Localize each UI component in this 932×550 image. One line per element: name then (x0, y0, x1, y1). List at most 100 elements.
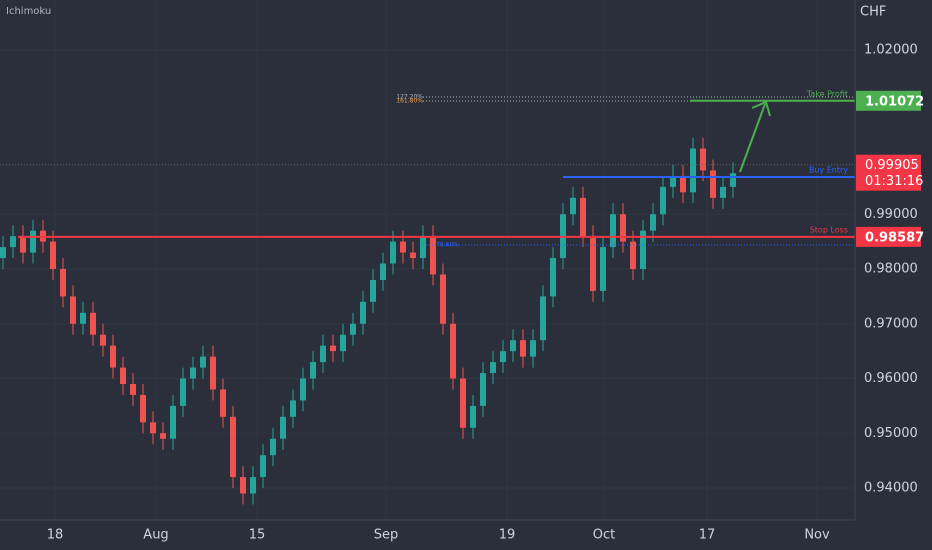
candle-body (60, 269, 66, 297)
x-tick-label: 15 (249, 528, 266, 543)
candle-body (300, 378, 306, 401)
fib-label: 127.20% (396, 93, 423, 100)
candle-body (710, 170, 716, 198)
candle-body (250, 477, 256, 494)
candle-body (170, 405, 176, 439)
y-tick-label: 0.96000 (864, 371, 918, 386)
candles (0, 137, 736, 505)
candle-body (110, 345, 116, 368)
candle-body (160, 433, 166, 439)
candle-body (130, 383, 136, 395)
candle-body (450, 323, 456, 379)
candle-body (600, 247, 606, 291)
candle-body (360, 301, 366, 324)
candle-body (50, 241, 56, 270)
candle-body (370, 279, 376, 302)
candle-body (650, 214, 656, 231)
candle-body (490, 362, 496, 374)
candle-body (80, 312, 86, 324)
candle-body (190, 367, 196, 379)
candle-body (430, 236, 436, 275)
levels: 127.20%161.80% 78.60% Take Profit Buy Entry… (0, 89, 855, 249)
candle-body (390, 241, 396, 264)
candle-body (220, 389, 226, 417)
candle-body (640, 230, 646, 270)
candle-body (290, 400, 296, 417)
candle-body (350, 323, 356, 335)
candle-body (150, 422, 156, 434)
x-tick-label: Sep (374, 528, 399, 543)
x-tick-label: 19 (499, 528, 516, 543)
countdown-label: 01:31:16 (865, 174, 923, 189)
candle-body (90, 312, 96, 335)
candle-body (280, 416, 286, 439)
y-tick-label: 0.99000 (864, 207, 918, 222)
candle-body (270, 438, 276, 456)
candle-body (630, 241, 636, 270)
candle-body (380, 263, 386, 280)
candle-body (260, 455, 266, 478)
level-label: Buy Entry (809, 166, 848, 175)
candle-body (700, 148, 706, 171)
candle-body (120, 367, 126, 384)
price-tag-label: 1.01072 (865, 94, 924, 109)
candle-body (70, 296, 76, 324)
fib-label: 161.80% (396, 98, 423, 105)
indicator-label: Ichimoku (6, 6, 51, 17)
price-axis: 1.02000 0.99000 0.98000 0.97000 0.96000 0.950… (856, 42, 924, 496)
candle-body (730, 173, 736, 187)
candle-body (720, 186, 726, 198)
candle-body (520, 340, 526, 357)
candle-body (660, 186, 666, 215)
current-price-label: 0.99905 (865, 158, 919, 173)
y-tick-label: 0.98000 (864, 262, 918, 277)
level-label: Stop Loss (810, 225, 848, 234)
candle-body (340, 334, 346, 352)
candle-body (690, 148, 696, 193)
candle-body (500, 351, 506, 363)
candle-body (440, 274, 446, 324)
candle-body (0, 247, 6, 259)
candle-body (550, 258, 556, 297)
candle-body (100, 334, 106, 346)
candle-body (540, 296, 546, 341)
candle-body (200, 356, 206, 368)
candle-body (320, 345, 326, 363)
candle-body (230, 416, 236, 478)
candle-body (240, 477, 246, 494)
candle-body (610, 214, 616, 248)
current-price-tag (856, 154, 921, 191)
candle-body (180, 378, 186, 406)
candle-body (310, 362, 316, 379)
candle-body (580, 197, 586, 237)
candle-body (620, 214, 626, 242)
candle-body (330, 345, 336, 352)
x-tick-label: Nov (804, 528, 830, 543)
price-tag (856, 90, 921, 111)
candle-body (590, 236, 596, 291)
y-tick-label: 0.95000 (864, 426, 918, 441)
x-tick-label: 18 (47, 528, 64, 543)
candle-body (570, 197, 576, 215)
x-tick-label: 17 (699, 528, 716, 543)
candle-body (510, 340, 516, 352)
candle-body (470, 405, 476, 428)
y-tick-label: 1.02000 (864, 42, 918, 57)
candle-body (400, 241, 406, 253)
y-tick-label: 0.97000 (864, 316, 918, 331)
candle-body (140, 394, 146, 423)
level-label: Take Profit (806, 89, 848, 98)
candle-body (10, 236, 16, 248)
x-tick-label: Aug (143, 528, 168, 543)
candle-body (30, 230, 36, 253)
candle-body (680, 175, 686, 193)
candle-body (210, 356, 216, 390)
axis-title: CHF (860, 5, 886, 20)
price-tag-label: 0.98587 (865, 230, 924, 245)
candle-body (480, 373, 486, 406)
candle-body (670, 175, 676, 187)
y-tick-label: 0.94000 (864, 481, 918, 496)
candle-body (20, 236, 26, 253)
